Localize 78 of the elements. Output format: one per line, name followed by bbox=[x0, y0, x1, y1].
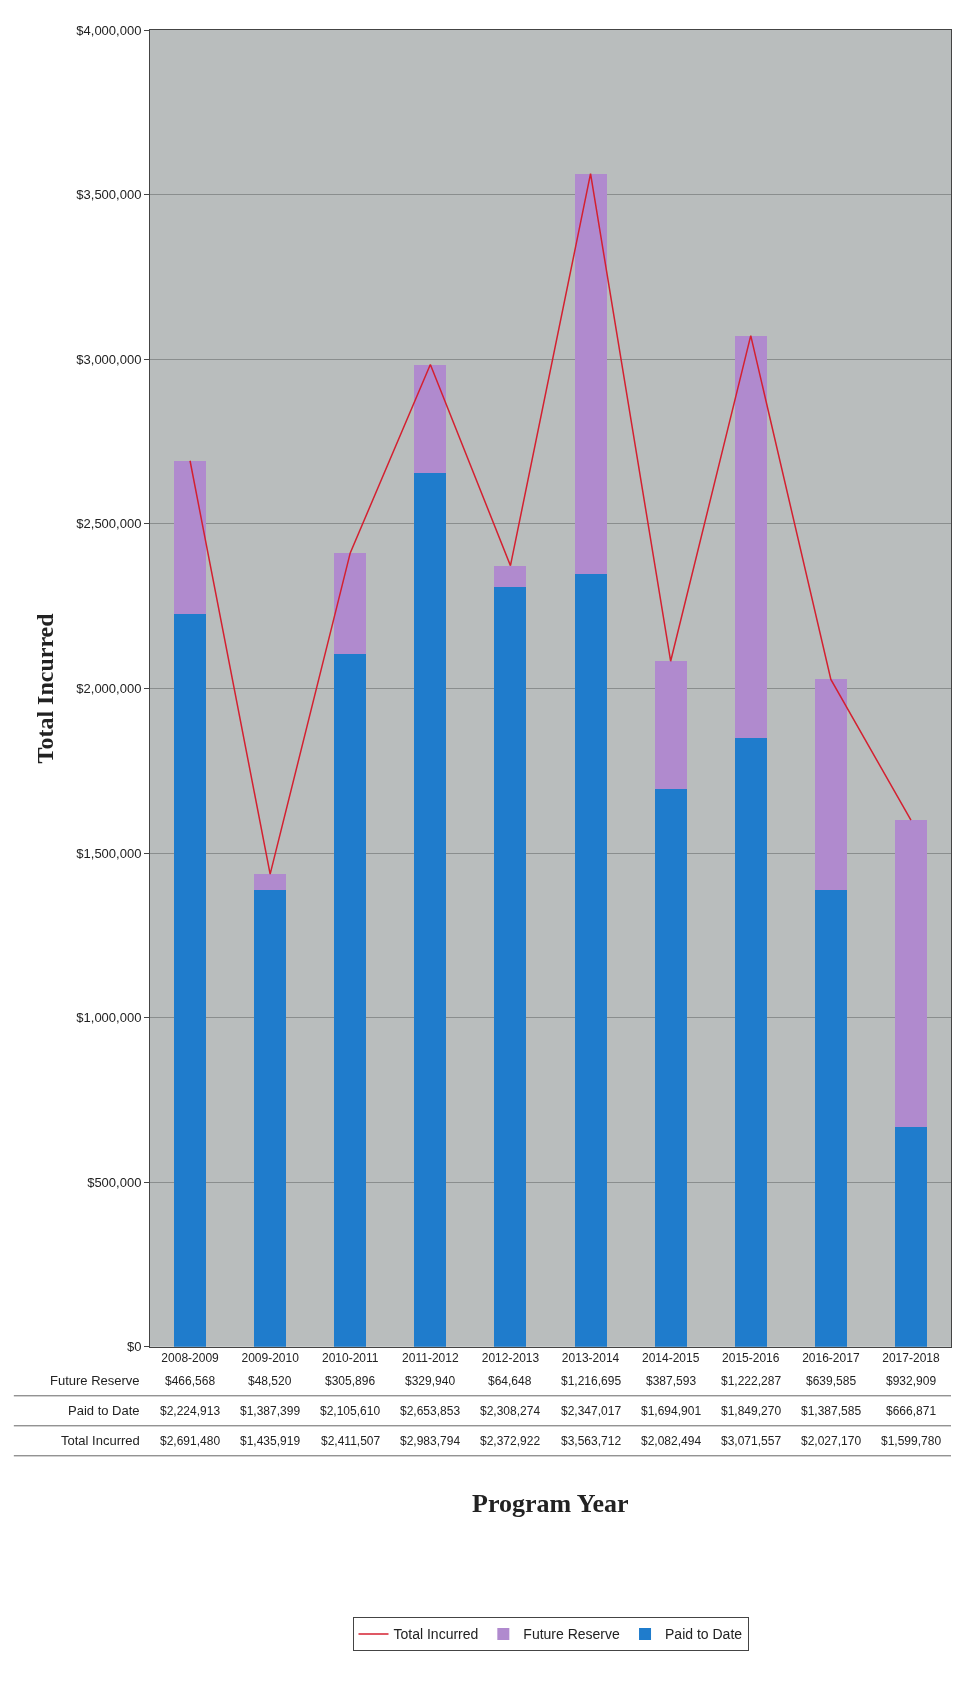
bar bbox=[654, 788, 687, 1347]
text: Paid to Date bbox=[68, 1403, 140, 1418]
data-label: $1,387,399 bbox=[240, 1404, 301, 1418]
bar bbox=[254, 874, 287, 891]
y-tick-label: $1,000,000 bbox=[76, 1010, 142, 1026]
bar bbox=[574, 574, 607, 1347]
data-label: $64,648 bbox=[488, 1374, 532, 1388]
bar bbox=[734, 738, 767, 1347]
text: Future Reserve bbox=[50, 1373, 140, 1388]
x-tick-label: 2008-2009 bbox=[161, 1351, 220, 1366]
y-tick-label: $4,000,000 bbox=[76, 22, 142, 38]
data-label: $932,909 bbox=[886, 1374, 937, 1388]
bar bbox=[174, 460, 207, 615]
data-label: $2,411,507 bbox=[321, 1434, 381, 1448]
data-label: $2,653,853 bbox=[400, 1404, 461, 1418]
x-tick-label: 2015-2016 bbox=[722, 1351, 780, 1366]
x-tick-label: 2014-2015 bbox=[641, 1351, 700, 1366]
data-label: $2,308,274 bbox=[480, 1404, 541, 1418]
bar bbox=[334, 552, 367, 654]
data-label: $2,105,610 bbox=[320, 1404, 381, 1418]
bar bbox=[414, 364, 447, 474]
bar bbox=[494, 565, 527, 587]
x-tick-label: 2010-2011 bbox=[322, 1351, 379, 1366]
x-tick-label: 2009-2010 bbox=[241, 1351, 300, 1366]
line-series bbox=[189, 172, 912, 875]
data-label: $305,896 bbox=[325, 1374, 376, 1388]
data-label: $2,027,170 bbox=[801, 1434, 862, 1448]
x-tick-label: 2017-2018 bbox=[882, 1351, 940, 1366]
data-label: $48,520 bbox=[248, 1374, 292, 1388]
y-tick-label: $2,500,000 bbox=[76, 516, 142, 532]
x-tick-label: 2016-2017 bbox=[802, 1351, 860, 1366]
data-label: $1,222,287 bbox=[721, 1374, 782, 1388]
data-label: $1,216,695 bbox=[561, 1374, 622, 1388]
data-label: $639,585 bbox=[806, 1374, 857, 1388]
y-tick-label: $3,000,000 bbox=[76, 351, 142, 367]
y-tick-label: $1,500,000 bbox=[76, 845, 142, 861]
data-label: $329,940 bbox=[405, 1374, 456, 1388]
bar bbox=[814, 679, 847, 891]
bar bbox=[574, 173, 607, 575]
data-label: $1,599,780 bbox=[881, 1434, 942, 1448]
bar bbox=[654, 661, 687, 789]
bar bbox=[334, 653, 367, 1347]
data-label: $3,563,712 bbox=[561, 1434, 622, 1448]
y-axis-title: Total Incurred bbox=[32, 612, 59, 764]
bar bbox=[254, 890, 287, 1347]
bar bbox=[814, 890, 847, 1347]
x-axis-title: Program Year bbox=[472, 1489, 629, 1518]
data-label: $387,593 bbox=[646, 1374, 697, 1388]
y-tick-label: $0 bbox=[126, 1339, 142, 1355]
bar bbox=[894, 1127, 927, 1347]
x-tick-label: 2013-2014 bbox=[561, 1351, 620, 1366]
data-label: $2,983,794 bbox=[400, 1434, 461, 1448]
data-label: $3,071,557 bbox=[721, 1434, 782, 1448]
data-label: $2,691,480 bbox=[160, 1434, 221, 1448]
bar bbox=[494, 586, 527, 1347]
y-tick-label: $500,000 bbox=[87, 1174, 142, 1190]
data-label: $666,871 bbox=[886, 1404, 937, 1418]
data-label: $2,347,017 bbox=[561, 1404, 622, 1418]
legend-label: Future Reserve bbox=[523, 1626, 621, 1643]
legend-label: Total Incurred bbox=[393, 1626, 479, 1643]
data-label: $2,372,922 bbox=[480, 1434, 541, 1448]
data-label: $1,849,270 bbox=[721, 1404, 782, 1418]
text: Total Incurred bbox=[61, 1433, 140, 1448]
x-tick-label: 2012-2013 bbox=[481, 1351, 540, 1366]
y-tick-label: $3,500,000 bbox=[76, 187, 142, 203]
data-label: $1,694,901 bbox=[641, 1404, 702, 1418]
data-label: $2,082,494 bbox=[641, 1434, 702, 1448]
x-tick-label: 2011-2012 bbox=[402, 1351, 459, 1366]
bar bbox=[414, 473, 447, 1347]
data-label: $1,387,585 bbox=[801, 1404, 862, 1418]
data-label: $1,435,919 bbox=[240, 1434, 301, 1448]
y-tick-label: $2,000,000 bbox=[76, 680, 142, 696]
bar bbox=[174, 614, 207, 1347]
bar bbox=[894, 820, 927, 1128]
bar bbox=[734, 335, 767, 739]
data-label: $466,568 bbox=[165, 1374, 216, 1388]
data-label: $2,224,913 bbox=[160, 1404, 221, 1418]
legend-label: Paid to Date bbox=[665, 1626, 743, 1643]
